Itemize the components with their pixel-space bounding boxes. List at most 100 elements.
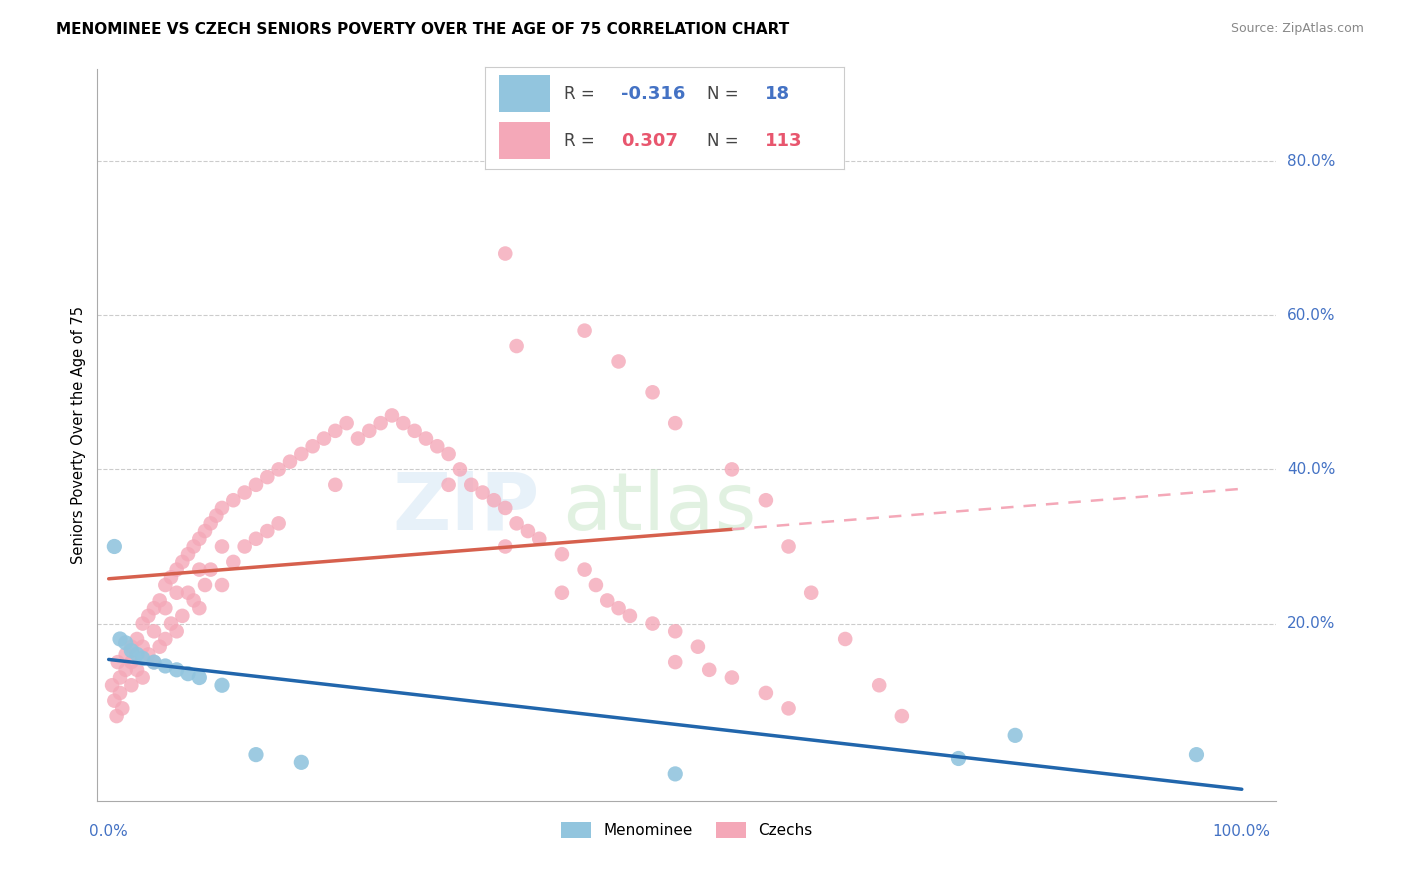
Point <box>131 640 153 654</box>
Point <box>177 547 200 561</box>
Point <box>267 462 290 476</box>
Point <box>336 416 359 430</box>
Point <box>114 648 136 662</box>
Point <box>160 570 183 584</box>
Point <box>664 655 686 669</box>
Point <box>125 632 148 646</box>
Point <box>143 655 166 669</box>
Point <box>131 616 153 631</box>
Point <box>426 439 449 453</box>
Point <box>101 678 124 692</box>
Point <box>256 524 278 538</box>
Point <box>188 563 211 577</box>
Point <box>155 601 177 615</box>
Point <box>437 478 460 492</box>
Point <box>359 424 381 438</box>
Point <box>437 447 460 461</box>
Point <box>166 586 188 600</box>
Text: R =: R = <box>564 85 595 103</box>
Point <box>494 540 516 554</box>
Point <box>245 478 267 492</box>
Point <box>177 586 200 600</box>
Text: MENOMINEE VS CZECH SENIORS POVERTY OVER THE AGE OF 75 CORRELATION CHART: MENOMINEE VS CZECH SENIORS POVERTY OVER … <box>56 22 790 37</box>
Text: 18: 18 <box>765 85 790 103</box>
Point <box>607 601 630 615</box>
Point <box>245 747 267 762</box>
Point <box>114 663 136 677</box>
Point <box>574 563 596 577</box>
Point <box>188 532 211 546</box>
Point <box>551 586 574 600</box>
Point <box>697 663 720 677</box>
Point <box>256 470 278 484</box>
Point <box>290 447 312 461</box>
Point <box>755 686 778 700</box>
Point <box>619 608 641 623</box>
Text: ZIP: ZIP <box>392 469 540 547</box>
Text: 0.307: 0.307 <box>621 132 678 150</box>
Point <box>834 632 856 646</box>
Point <box>211 500 233 515</box>
Point <box>111 701 134 715</box>
Point <box>800 586 823 600</box>
Point <box>494 500 516 515</box>
Point <box>194 578 217 592</box>
Point <box>114 636 136 650</box>
Text: -0.316: -0.316 <box>621 85 686 103</box>
Point <box>471 485 494 500</box>
Point <box>301 439 323 453</box>
Point <box>347 432 370 446</box>
Point <box>166 563 188 577</box>
Point <box>664 416 686 430</box>
Point <box>721 671 744 685</box>
Text: R =: R = <box>564 132 595 150</box>
Point <box>120 678 142 692</box>
Point <box>172 608 194 623</box>
Point <box>381 409 404 423</box>
Point <box>641 385 664 400</box>
Point <box>222 555 245 569</box>
Text: N =: N = <box>707 132 740 150</box>
FancyBboxPatch shape <box>499 75 550 112</box>
Point <box>233 485 256 500</box>
Point <box>323 478 346 492</box>
Point <box>143 624 166 639</box>
Point <box>1185 747 1208 762</box>
Point <box>574 324 596 338</box>
Point <box>323 424 346 438</box>
Text: 100.0%: 100.0% <box>1213 824 1271 839</box>
Point <box>370 416 392 430</box>
Point <box>641 616 664 631</box>
Text: N =: N = <box>707 85 740 103</box>
Point <box>494 246 516 260</box>
Point <box>415 432 437 446</box>
Point <box>721 462 744 476</box>
Point <box>143 601 166 615</box>
Point <box>194 524 217 538</box>
Point <box>188 601 211 615</box>
Point <box>392 416 415 430</box>
Point <box>312 432 335 446</box>
Point <box>166 624 188 639</box>
Point <box>138 608 160 623</box>
Point <box>155 632 177 646</box>
Point <box>482 493 505 508</box>
Point <box>160 616 183 631</box>
Point <box>143 655 166 669</box>
Text: 80.0%: 80.0% <box>1286 153 1336 169</box>
Point <box>108 632 131 646</box>
Text: atlas: atlas <box>562 469 756 547</box>
Point <box>166 663 188 677</box>
Point <box>120 643 142 657</box>
Text: 60.0%: 60.0% <box>1286 308 1336 323</box>
Point <box>155 659 177 673</box>
Point <box>188 671 211 685</box>
Point <box>120 640 142 654</box>
Point <box>233 540 256 554</box>
Point <box>211 540 233 554</box>
Text: 113: 113 <box>765 132 803 150</box>
Point <box>755 493 778 508</box>
Point <box>125 663 148 677</box>
Point <box>778 701 800 715</box>
Point <box>278 455 301 469</box>
